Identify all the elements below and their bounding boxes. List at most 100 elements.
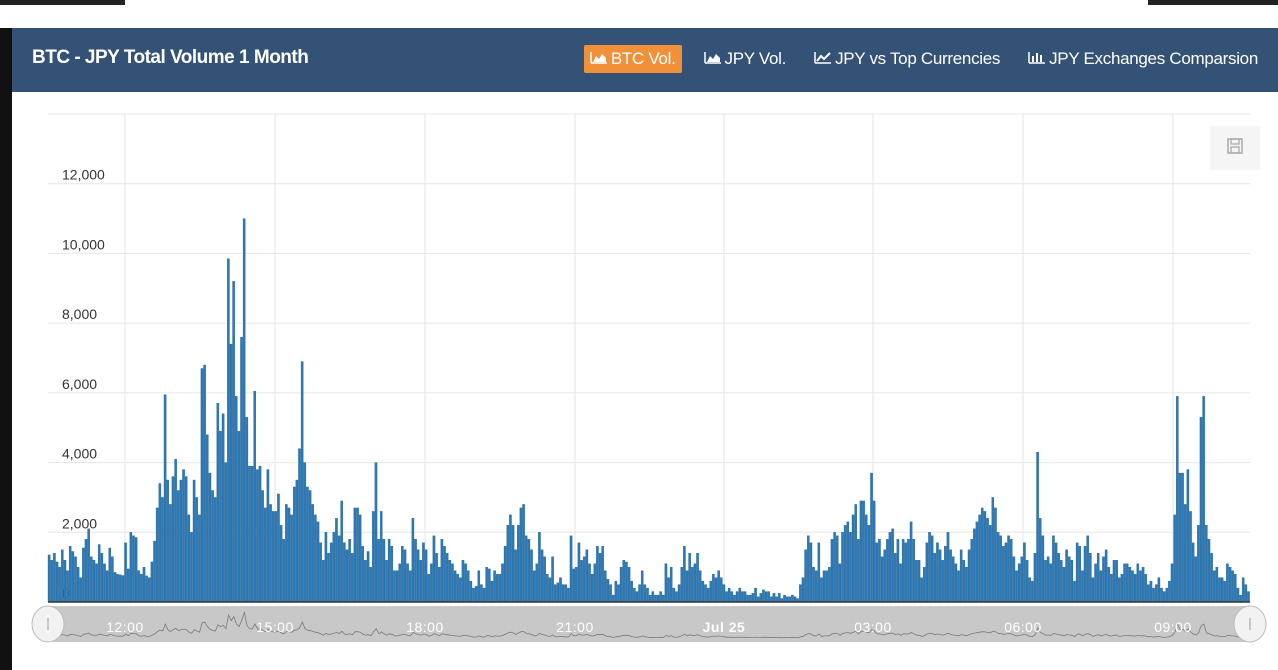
volume-bar: [1160, 587, 1163, 603]
volume-bar: [1073, 580, 1076, 603]
volume-bar: [408, 570, 412, 603]
volume-bar: [116, 573, 119, 603]
volume-bar: [696, 553, 699, 603]
volume-bar: [764, 591, 768, 603]
volume-bar: [896, 539, 900, 603]
volume-bar: [785, 596, 789, 603]
tab-label: BTC Vol.: [610, 49, 676, 68]
volume-bar: [706, 587, 710, 603]
volume-bar: [743, 591, 747, 603]
volume-bar: [930, 535, 934, 603]
volume-bar: [219, 431, 222, 603]
volume-bar: [443, 546, 446, 603]
volume-bar: [585, 549, 589, 603]
area-chart-icon: [703, 49, 722, 69]
volume-bar: [472, 587, 475, 603]
volume-bar: [838, 563, 842, 603]
volume-bar: [1205, 525, 1208, 603]
volume-bar: [1044, 560, 1047, 603]
tab-jpy-vs-top-currencies[interactable]: JPY vs Top Currencies: [808, 45, 1006, 73]
volume-bar: [55, 561, 59, 603]
volume-bar: [414, 539, 417, 603]
volume-bar: [730, 591, 734, 603]
volume-bar: [437, 566, 441, 603]
volume-bar: [488, 568, 491, 603]
volume-bar: [975, 521, 979, 603]
chart-tabs: BTC Vol. JPY Vol. JPY vs Top Currencies …: [583, 45, 1264, 73]
volume-bar: [970, 539, 973, 603]
volume-bar: [1120, 573, 1124, 603]
volume-bar: [256, 469, 259, 603]
volume-bar: [248, 465, 251, 603]
volume-bar: [1110, 573, 1113, 603]
volume-bar: [401, 546, 404, 603]
volume-bar: [901, 539, 905, 603]
volume-bar: [580, 560, 583, 603]
volume-bar: [925, 542, 929, 603]
volume-bar: [630, 580, 633, 603]
volume-bar: [1231, 570, 1234, 603]
volume-bar: [224, 462, 228, 603]
volume-bar: [569, 535, 573, 603]
volume-bar: [799, 584, 802, 603]
volume-bar: [698, 570, 702, 603]
volume-bar: [659, 591, 662, 603]
tab-jpy-exchanges-comparison[interactable]: JPY Exchanges Comparsion: [1022, 45, 1264, 73]
volume-bar: [1199, 417, 1203, 603]
volume-bar: [1141, 566, 1145, 603]
volume-bar: [878, 539, 881, 603]
line-chart-icon: [814, 49, 832, 69]
navigator-handle-left[interactable]: [31, 605, 65, 643]
navigator-handle-right[interactable]: [1233, 605, 1267, 643]
volume-bar: [833, 532, 836, 603]
volume-bar: [119, 574, 122, 603]
volume-bar: [387, 539, 391, 603]
volume-bar: [851, 514, 855, 603]
volume-bar: [543, 556, 546, 603]
volume-bar: [1023, 542, 1026, 603]
volume-bar: [74, 556, 77, 603]
volume-bar: [1202, 396, 1205, 603]
volume-bar: [1004, 542, 1008, 603]
volume-bar: [1107, 566, 1111, 603]
volume-bar: [303, 462, 307, 603]
volume-bar: [274, 511, 278, 603]
volume-bar: [933, 553, 937, 603]
volume-bar: [527, 539, 531, 603]
volume-bar: [959, 549, 963, 603]
volume-bar: [203, 364, 206, 603]
volume-bar: [269, 504, 272, 603]
volume-bar: [514, 549, 517, 603]
volume-bar: [1091, 577, 1095, 603]
volume-bar: [604, 570, 607, 603]
tab-jpy-vol[interactable]: JPY Vol.: [698, 45, 793, 73]
x-tick-label: 09:00: [1154, 619, 1192, 635]
volume-bar: [1128, 566, 1132, 603]
tab-btc-vol[interactable]: BTC Vol.: [583, 45, 682, 73]
volume-bar: [577, 542, 581, 603]
volume-bar: [1178, 472, 1182, 603]
tab-label: JPY Exchanges Comparsion: [1049, 49, 1258, 68]
volume-bar: [669, 566, 673, 603]
volume-bar: [941, 560, 944, 603]
volume-bar: [263, 507, 267, 603]
tab-label: JPY vs Top Currencies: [835, 49, 1001, 68]
volume-bar: [385, 560, 388, 603]
volume-bar: [482, 587, 486, 603]
volume-bar: [63, 560, 67, 603]
save-chart-button[interactable]: [1210, 126, 1260, 170]
volume-bar: [406, 563, 409, 603]
volume-bar: [849, 532, 852, 603]
volume-bar: [137, 570, 141, 603]
volume-bar: [601, 546, 604, 603]
volume-bar: [1102, 556, 1105, 603]
volume-bar: [988, 525, 992, 603]
volume-bar: [53, 553, 56, 603]
volume-bar: [232, 281, 235, 603]
volume-bar: [1123, 563, 1126, 603]
volume-bar: [366, 551, 370, 603]
volume-bar: [1115, 560, 1118, 603]
volume-bar: [1133, 573, 1137, 603]
volume-bar: [917, 560, 921, 603]
volume-bar: [1197, 525, 1200, 603]
